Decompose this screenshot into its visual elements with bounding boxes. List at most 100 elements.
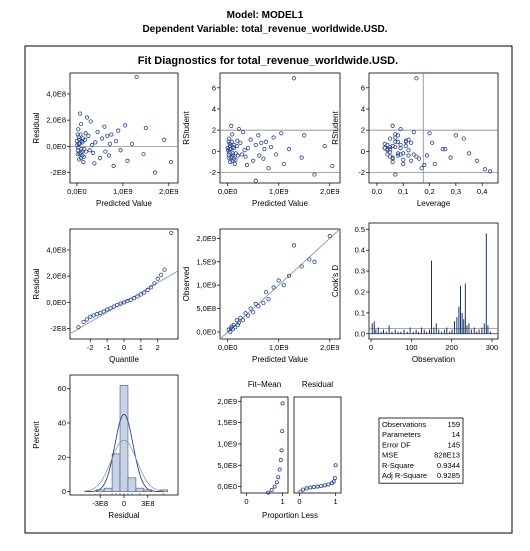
rstudent-vs-predicted-ylabel: RStudent bbox=[182, 111, 191, 145]
rstudent-vs-predicted-xlabel: Predicted Value bbox=[252, 199, 308, 208]
rstudent-vs-leverage-point bbox=[482, 167, 487, 172]
stats-label: Adj R-Square bbox=[382, 471, 427, 480]
observed-vs-predicted-point bbox=[307, 257, 312, 262]
observed-vs-predicted-point bbox=[248, 306, 253, 311]
residual-vs-predicted-point bbox=[75, 148, 80, 153]
observed-vs-predicted-xtick-label: 0,0E0 bbox=[218, 343, 238, 352]
observed-vs-predicted-ytick-label: 0,0E0 bbox=[196, 327, 216, 336]
qq-residual-ytick-label: 0,0E0 bbox=[46, 298, 66, 307]
rstudent-vs-predicted-point bbox=[228, 159, 233, 164]
residual-vs-predicted-ytick-label: -2E8 bbox=[50, 168, 66, 177]
residual-fit-spread-point bbox=[332, 476, 337, 481]
rstudent-vs-leverage-point bbox=[416, 156, 422, 161]
qq-residual-point bbox=[76, 325, 81, 330]
rstudent-vs-leverage-ytick-label: 2 bbox=[361, 126, 365, 135]
rstudent-vs-leverage-point bbox=[414, 76, 419, 81]
observed-vs-predicted-point bbox=[243, 311, 248, 316]
rstudent-vs-leverage-frame bbox=[368, 72, 499, 184]
residual-vs-predicted-point bbox=[88, 119, 93, 124]
rstudent-vs-predicted-point bbox=[279, 131, 284, 136]
qq-residual-point bbox=[132, 296, 137, 301]
residual-fit-spread-point bbox=[326, 482, 331, 487]
rstudent-vs-leverage-ytick-label: 6 bbox=[361, 83, 365, 92]
rstudent-vs-leverage-point bbox=[393, 144, 398, 150]
rstudent-vs-leverage-point bbox=[395, 153, 401, 158]
residual-vs-predicted-point bbox=[129, 141, 135, 146]
residual-vs-predicted-point bbox=[78, 121, 84, 127]
stats-box bbox=[378, 417, 464, 484]
residual-histogram-xtick-label: 3E8 bbox=[141, 499, 154, 508]
rstudent-vs-leverage-point bbox=[398, 142, 403, 148]
observed-vs-predicted-point bbox=[261, 300, 266, 306]
residual-fit-spread-point bbox=[331, 479, 336, 484]
cooks-d-ytick-label: 0.3 bbox=[355, 267, 365, 276]
stats-value: 145 bbox=[447, 440, 460, 449]
rstudent-vs-leverage-point bbox=[390, 123, 395, 128]
rstudent-vs-predicted-point bbox=[281, 161, 286, 167]
rstudent-vs-leverage-point bbox=[401, 151, 406, 156]
residual-fit-spread-point bbox=[315, 484, 320, 489]
qq-residual-point bbox=[84, 317, 89, 322]
qq-residual-ytick-label: 2,0E8 bbox=[46, 272, 66, 281]
rstudent-vs-predicted-point bbox=[271, 135, 276, 140]
residual-fit-spread-ytick-label: 2,0E9 bbox=[217, 397, 237, 406]
residual-histogram-ytick-label: 40 bbox=[58, 419, 66, 428]
residual-fit-spread-point bbox=[279, 448, 284, 453]
qq-residual-fit-line bbox=[69, 270, 179, 335]
cooks-d-xtick-label: 200 bbox=[445, 343, 458, 352]
rstudent-vs-leverage-xtick-label: 0,4 bbox=[477, 187, 487, 196]
qq-residual-point bbox=[105, 307, 110, 312]
rstudent-vs-leverage-point bbox=[382, 141, 387, 146]
qq-residual-xtick-label: 0 bbox=[122, 343, 126, 352]
rstudent-vs-predicted-point bbox=[253, 178, 258, 183]
rstudent-vs-predicted-point bbox=[240, 130, 246, 135]
residual-fit-spread-xtick-label: 0 bbox=[297, 497, 301, 506]
rstudent-vs-leverage-point bbox=[393, 172, 398, 177]
rstudent-vs-leverage-point bbox=[411, 152, 416, 157]
rstudent-vs-predicted-point bbox=[312, 172, 317, 177]
observed-vs-predicted-point bbox=[234, 318, 239, 323]
residual-vs-predicted-xtick-label: 0,0E0 bbox=[67, 187, 87, 196]
residual-vs-predicted-xlabel: Predicted Value bbox=[96, 199, 152, 208]
cooks-d-xlabel: Observation bbox=[412, 355, 455, 364]
residual-fit-spread-point bbox=[322, 483, 327, 488]
rstudent-vs-predicted-frame bbox=[219, 72, 341, 184]
observed-vs-predicted-point bbox=[266, 297, 271, 302]
rstudent-vs-predicted-point bbox=[330, 163, 335, 169]
qq-residual-point bbox=[128, 297, 133, 302]
observed-vs-predicted-point bbox=[228, 329, 233, 335]
qq-residual-point bbox=[125, 298, 130, 304]
observed-vs-predicted-ylabel: Observed bbox=[182, 267, 191, 302]
rstudent-vs-leverage-xlabel: Leverage bbox=[417, 199, 451, 208]
rstudent-vs-predicted-point bbox=[236, 126, 241, 132]
rstudent-vs-leverage-ytick-label: 4 bbox=[361, 104, 365, 113]
residual-fit-spread-ytick-label: 1,0E9 bbox=[217, 439, 237, 448]
rstudent-vs-leverage-point bbox=[385, 147, 390, 152]
rstudent-vs-predicted-point bbox=[229, 123, 234, 128]
stats-label: MSE bbox=[382, 451, 398, 460]
rstudent-vs-predicted-point bbox=[244, 162, 250, 168]
residual-fit-spread-point bbox=[311, 485, 316, 490]
qq-residual-point bbox=[162, 267, 167, 272]
rstudent-vs-predicted-point bbox=[322, 143, 327, 149]
rstudent-vs-predicted-point bbox=[235, 138, 240, 143]
residual-vs-predicted-point bbox=[162, 137, 167, 142]
stats-value: 0.9285 bbox=[437, 471, 460, 480]
observed-vs-predicted-point bbox=[299, 264, 304, 269]
rstudent-vs-predicted-point bbox=[274, 152, 279, 157]
qq-residual-point bbox=[155, 276, 160, 281]
qq-residual-point bbox=[91, 313, 96, 318]
qq-residual-point bbox=[152, 281, 157, 286]
observed-vs-predicted-point bbox=[245, 313, 251, 318]
qq-residual-point bbox=[111, 304, 116, 309]
residual-vs-predicted-point bbox=[105, 133, 110, 138]
residual-vs-predicted-point bbox=[78, 156, 84, 161]
chart-residual-vs-predicted: 0,0E0 1,0E9 2,0E9 -2E8 0,0E0 2,0E8 4,0E8 Predic… bbox=[32, 72, 179, 208]
qq-residual-point bbox=[101, 309, 106, 314]
residual-vs-predicted-point bbox=[76, 127, 81, 132]
residual-histogram-ytick-label: 20 bbox=[58, 453, 66, 462]
rstudent-vs-predicted-xtick-label: 1,0E9 bbox=[269, 187, 289, 196]
rstudent-vs-predicted-point bbox=[245, 145, 251, 151]
residual-fit-spread-ytick-label: 5,0E8 bbox=[217, 461, 237, 470]
rstudent-vs-predicted-point bbox=[234, 143, 239, 149]
